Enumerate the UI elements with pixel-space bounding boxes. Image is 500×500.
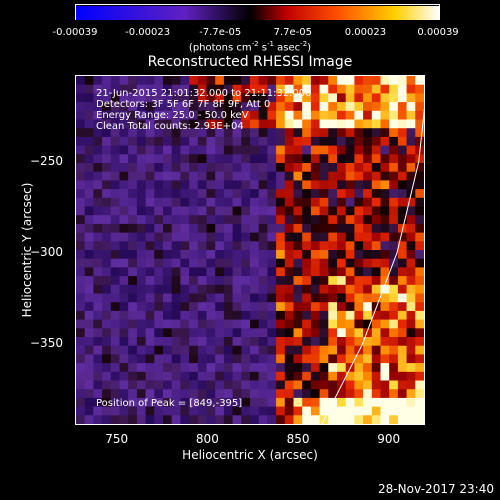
x-tick-label: 850	[286, 432, 310, 446]
colorbar-tick: -7.7e-05	[199, 27, 242, 38]
y-tick-label: −350	[30, 335, 63, 350]
solar-limb	[321, 108, 424, 424]
annotation-energy: Energy Range: 25.0 - 50.0 keV	[96, 110, 249, 121]
colorbar-tick: -0.00039	[52, 27, 98, 38]
colorbar-units: (photons cm-2 s-1 asec-2)	[188, 40, 312, 54]
x-tick-label: 800	[195, 432, 219, 446]
colorbar-tick: -0.00023	[125, 27, 171, 38]
annotation-time: 21-Jun-2015 21:01:32.000 to 21:11:32.000	[96, 88, 312, 99]
annotation-counts: Clean Total counts: 2.93E+04	[96, 121, 244, 132]
y-tick-label: −250	[30, 153, 63, 168]
heatmap-image	[76, 76, 424, 424]
colorbar-tick: 7.7e-05	[273, 27, 312, 38]
colorbar-tick: 0.00039	[417, 27, 459, 38]
y-axis-label: Heliocentric Y (arcsec)	[19, 182, 34, 318]
y-tick-label: −300	[30, 244, 63, 259]
x-tick-label: 750	[105, 432, 129, 446]
x-axis-label: Heliocentric X (arcsec)	[182, 448, 318, 462]
chart-title: Reconstructed RHESSI Image	[147, 54, 353, 70]
colorbar-gradient	[76, 6, 439, 20]
annotation-detectors: Detectors: 3F 5F 6F 7F 8F 9F, Att 0	[96, 99, 271, 110]
colorbar-tick: 0.00023	[344, 27, 387, 38]
timestamp: 28-Nov-2017 23:40	[378, 482, 494, 496]
limb-line	[321, 108, 424, 424]
colorbar	[75, 4, 440, 20]
x-tick-label: 900	[377, 432, 401, 446]
plot-area: 21-Jun-2015 21:01:32.000 to 21:11:32.000…	[75, 75, 425, 425]
peak-position: Position of Peak = [849,-395]	[96, 398, 243, 409]
